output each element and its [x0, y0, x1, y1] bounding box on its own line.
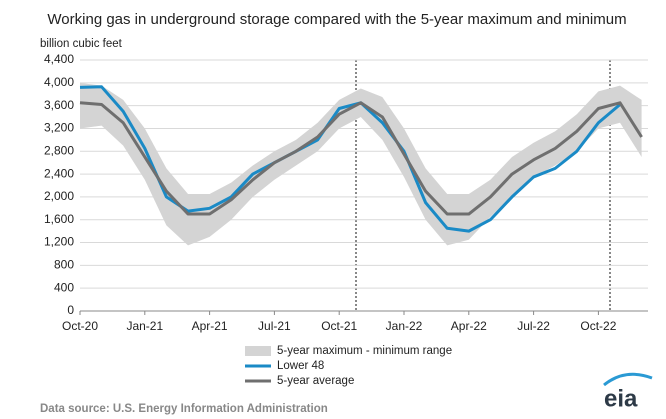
x-tick-label: Apr-22 [451, 319, 487, 333]
y-tick-label: 4,400 [44, 52, 74, 66]
legend-label: 5-year average [277, 375, 354, 387]
series-line [79, 101, 643, 216]
x-tick-label: Jan-22 [386, 319, 423, 333]
y-tick-label: 1,200 [44, 235, 74, 249]
logo-arc [603, 372, 653, 387]
x-tick-label: Oct-22 [580, 319, 616, 333]
range-band [80, 82, 642, 246]
y-tick-label: 400 [54, 280, 74, 294]
x-tick-label: Jul-21 [258, 319, 291, 333]
y-tick-label: 2,800 [44, 143, 74, 157]
y-tick-label: 4,000 [44, 75, 74, 89]
logo: eia [604, 385, 638, 412]
chart-title: Working gas in underground storage compa… [47, 11, 626, 28]
x-tick-label: Oct-21 [321, 319, 357, 333]
y-axis-label: billion cubic feet [40, 38, 123, 50]
x-tick-label: Apr-21 [192, 319, 228, 333]
x-tick-label: Jul-22 [517, 319, 550, 333]
y-tick-label: 3,200 [44, 121, 74, 135]
legend-label: 5-year maximum - minimum range [277, 345, 452, 357]
y-tick-label: 800 [54, 258, 74, 272]
x-tick-label: Jan-21 [126, 319, 163, 333]
y-tick-label: 2,000 [44, 189, 74, 203]
series-line [79, 85, 621, 233]
legend-swatch [245, 346, 271, 356]
y-tick-label: 3,600 [44, 98, 74, 112]
y-tick-label: 2,400 [44, 166, 74, 180]
legend-label: Lower 48 [277, 360, 324, 372]
source-note: Data source: U.S. Energy Information Adm… [40, 403, 328, 415]
x-tick-label: Oct-20 [62, 319, 98, 333]
y-tick-label: 0 [67, 303, 74, 317]
y-tick-label: 1,600 [44, 212, 74, 226]
